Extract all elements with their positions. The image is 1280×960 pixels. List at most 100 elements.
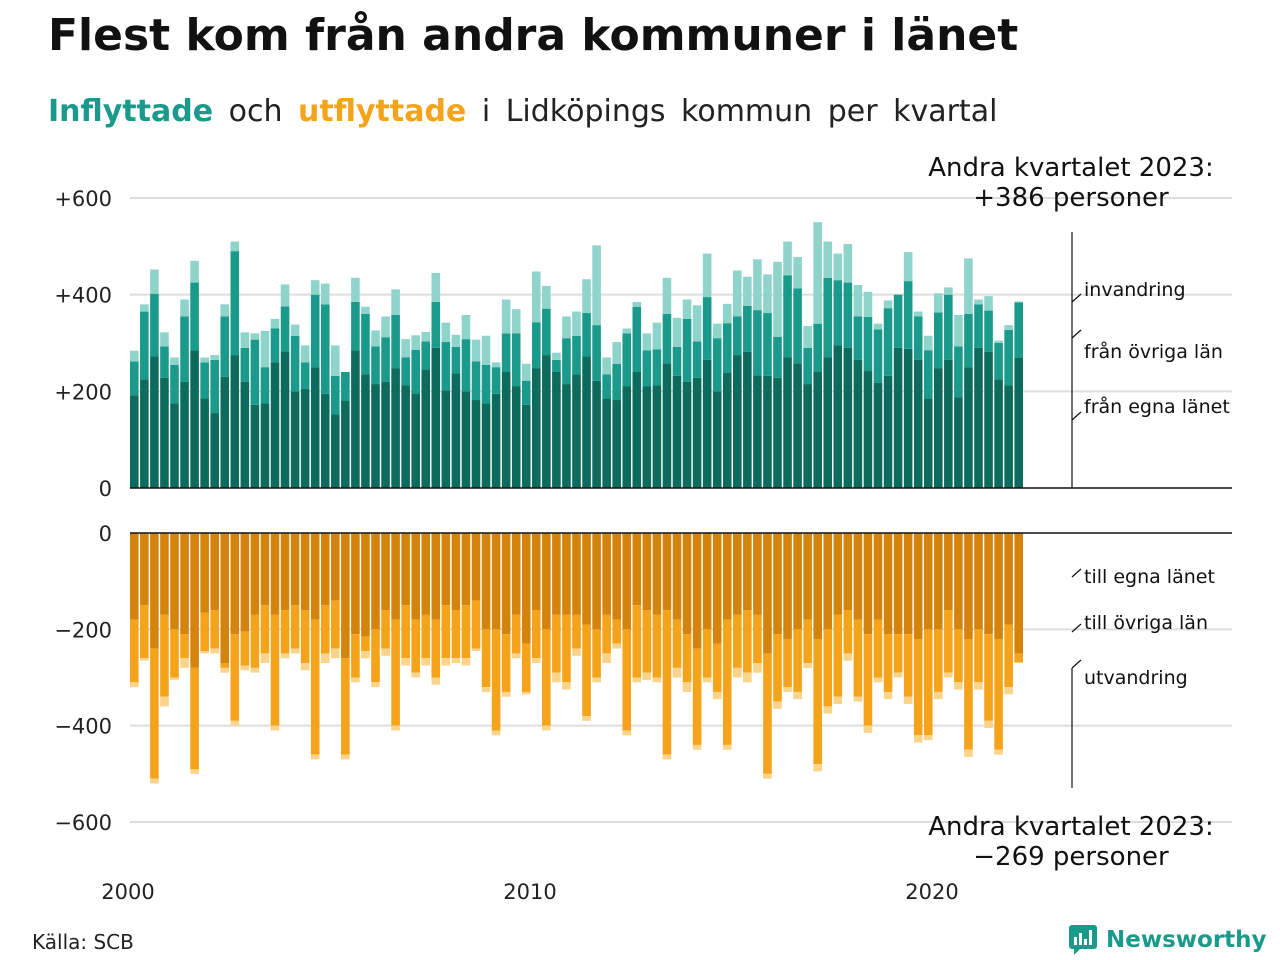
bar-in-imm — [461, 314, 471, 340]
bar-out-own — [371, 533, 380, 630]
bar-in-other — [572, 335, 581, 375]
bar-out-emig — [622, 730, 632, 736]
bar-in-own — [240, 381, 250, 488]
bar-out-other — [130, 619, 139, 683]
bar-out-own — [351, 533, 360, 635]
bar-in-other — [803, 347, 812, 385]
bar-out-other — [632, 605, 642, 678]
axes-layer: 0 +200 +400 +600 0 −200 −400 −600 2000 2010 2020 — [54, 187, 1232, 904]
bar-in-own — [1014, 357, 1023, 488]
bar-in-imm — [692, 305, 702, 342]
series-label-out: till övriga län — [1084, 612, 1208, 634]
bar-out-own — [150, 533, 159, 649]
bar-out-other — [1004, 624, 1013, 688]
bar-in-imm — [401, 339, 410, 358]
bar-out-other — [371, 629, 380, 683]
bar-out-other — [612, 619, 621, 644]
bar-in-own — [351, 350, 360, 488]
bar-out-other — [220, 663, 230, 668]
bar-in-other — [823, 277, 833, 358]
bar-in-imm — [763, 274, 772, 314]
bar-out-own — [310, 533, 320, 620]
bar-in-imm — [190, 260, 199, 283]
bar-out-emig — [491, 730, 501, 736]
bar-out-own — [280, 533, 290, 611]
bar-in-own — [220, 376, 230, 488]
bar-in-own — [803, 384, 812, 488]
bar-in-imm — [883, 300, 893, 309]
bar-out-emig — [783, 687, 792, 692]
bar-out-emig — [521, 691, 531, 695]
bar-in-other — [1004, 329, 1013, 386]
bar-out-other — [511, 614, 521, 654]
bar-in-own — [823, 357, 833, 488]
bar-out-other — [722, 619, 732, 745]
bar-in-other — [331, 375, 340, 415]
bar-out-other — [954, 629, 963, 683]
bar-in-own — [883, 375, 893, 488]
bar-in-other — [913, 316, 923, 360]
bar-in-imm — [532, 271, 541, 323]
bar-in-imm — [712, 323, 722, 339]
bar-in-imm — [200, 357, 209, 363]
bar-in-imm — [260, 330, 270, 368]
bar-in-imm — [381, 316, 390, 338]
bar-out-emig — [994, 749, 1003, 755]
bar-out-own — [833, 533, 843, 615]
bar-out-own — [130, 533, 139, 620]
bar-out-own — [964, 533, 973, 639]
bar-out-own — [572, 533, 581, 615]
bar-out-emig — [632, 677, 642, 683]
bar-out-emig — [250, 667, 260, 673]
bar-in-own — [773, 377, 782, 488]
bar-out-other — [411, 619, 420, 673]
bar-out-emig — [160, 696, 169, 707]
bar-out-own — [521, 533, 531, 644]
bar-out-emig — [341, 754, 350, 760]
series-label-tick — [1071, 329, 1082, 339]
bar-out-own — [622, 533, 632, 630]
bar-in-imm — [662, 277, 672, 314]
bar-in-imm — [170, 357, 179, 365]
bar-out-emig — [923, 735, 933, 741]
bar-out-own — [763, 533, 772, 654]
bar-in-other — [873, 329, 883, 383]
bar-out-other — [863, 634, 873, 726]
bar-in-imm — [592, 245, 601, 326]
bar-in-own — [552, 372, 561, 488]
bar-out-other — [300, 610, 310, 664]
bar-in-other — [712, 338, 722, 392]
series-label-out: utvandring — [1084, 667, 1188, 689]
bar-out-emig — [733, 667, 742, 678]
bar-in-imm — [501, 299, 511, 334]
bar-out-own — [582, 533, 591, 625]
annotations-layer: Andra kvartalet 2023: +386 personer Andra … — [928, 153, 1230, 872]
bar-in-imm — [612, 342, 621, 364]
bar-in-other — [210, 359, 219, 414]
bar-in-other — [763, 313, 772, 376]
bar-in-other — [984, 310, 993, 352]
bar-out-own — [592, 533, 601, 630]
bar-in-own — [140, 379, 149, 488]
bar-out-other — [280, 610, 290, 654]
bar-in-imm — [280, 284, 290, 307]
bar-out-other — [913, 638, 923, 736]
grid-lines — [130, 197, 1232, 823]
bar-out-emig — [542, 725, 551, 731]
bar-out-other — [823, 629, 833, 707]
bar-in-imm — [552, 352, 561, 360]
bar-out-own — [883, 533, 893, 635]
bar-in-imm — [421, 331, 431, 342]
bar-in-own — [431, 347, 441, 488]
bar-in-own — [863, 371, 873, 488]
bar-in-other — [954, 346, 963, 398]
bar-in-imm — [682, 299, 692, 319]
bar-in-other — [602, 374, 611, 399]
bar-out-emig — [461, 658, 471, 666]
bar-in-own — [190, 350, 199, 488]
bar-out-other — [170, 629, 179, 678]
bar-in-imm — [562, 316, 571, 339]
y-tick-label-top: +600 — [54, 187, 112, 211]
bar-in-other — [652, 349, 662, 386]
bar-out-own — [923, 533, 933, 630]
